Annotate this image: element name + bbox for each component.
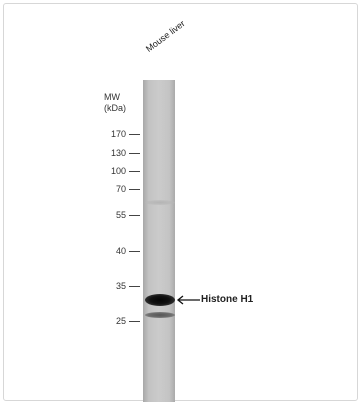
marker-tick [129,171,140,172]
marker-tick [129,286,140,287]
marker-170: 170 [100,129,142,139]
marker-tick [129,321,140,322]
marker-40: 40 [100,246,142,256]
lane-label: Mouse liver [143,18,187,54]
marker-25: 25 [100,316,142,326]
marker-tick [129,215,140,216]
marker-label: 35 [115,281,126,291]
figure-frame [3,3,358,401]
blot-lane [143,80,175,402]
marker-label: 25 [115,316,126,326]
faint-band [145,200,175,205]
marker-70: 70 [100,184,142,194]
marker-tick [129,251,140,252]
marker-130: 130 [100,148,142,158]
marker-100: 100 [100,166,142,176]
arrow-left-icon [176,295,200,305]
marker-label: 55 [115,210,126,220]
histone-h1-band [145,294,175,306]
mw-title-line2: (kDa) [104,103,126,113]
marker-label: 100 [110,166,126,176]
marker-label: 40 [115,246,126,256]
marker-label: 170 [110,129,126,139]
marker-tick [129,153,140,154]
marker-35: 35 [100,281,142,291]
marker-tick [129,134,140,135]
marker-label: 130 [110,148,126,158]
marker-55: 55 [100,210,142,220]
band-annotation: Histone H1 [201,294,254,305]
marker-label: 70 [115,184,126,194]
mw-title-line1: MW [104,92,120,102]
mw-axis-title: MW (kDa) [104,92,126,114]
minor-band [145,312,175,318]
marker-tick [129,189,140,190]
